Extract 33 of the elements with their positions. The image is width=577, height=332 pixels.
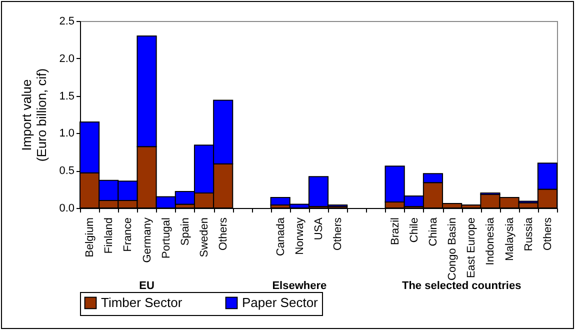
x-tick-label: Belgium [84, 218, 96, 258]
text: Elsewhere [272, 280, 327, 292]
y-tick-label: 1.5 [59, 90, 74, 102]
x-tick-label: Congo Basin [446, 218, 459, 280]
x-tick-label: USA [313, 216, 325, 240]
x-tick-label: Finland [103, 218, 116, 254]
x-tick-label: Canada [274, 216, 287, 256]
y-tick-label: 0.0 [59, 202, 74, 214]
legend-label: Timber Sector [101, 294, 183, 310]
y-tick-label: 2.5 [59, 16, 74, 28]
y-tick-label: 2.0 [59, 52, 74, 65]
x-tick-label: China [427, 216, 440, 246]
legend-label: Paper Sector [242, 294, 319, 310]
x-tick-label: East Europe [466, 218, 478, 278]
x-tick-label: Others [332, 217, 344, 251]
x-tick-label: Malaysia [504, 216, 516, 261]
x-tick-label: Chile [408, 218, 420, 243]
y-tick-label: 1.0 [59, 128, 74, 140]
x-tick-label: Indonesia [484, 216, 497, 266]
text: EU [139, 280, 154, 292]
x-tick-label: Others [542, 217, 554, 251]
x-tick-label: Portugal [160, 218, 172, 258]
x-tick-label: Russia [522, 216, 535, 252]
x-tick-label: France [122, 218, 134, 252]
x-tick-label: Spain [179, 218, 192, 246]
x-tick-label: Brazil [389, 218, 402, 246]
y-axis-title: Import value (Euro billion, cif) [19, 68, 50, 162]
text: The selected countries [402, 280, 522, 292]
y-tick-label: 0.5 [59, 165, 74, 178]
x-tick-label: Sweden [198, 218, 211, 258]
x-tick-label: Norway [294, 217, 306, 255]
x-tick-label: Others [218, 217, 230, 251]
x-tick-label: Germany [141, 217, 154, 263]
